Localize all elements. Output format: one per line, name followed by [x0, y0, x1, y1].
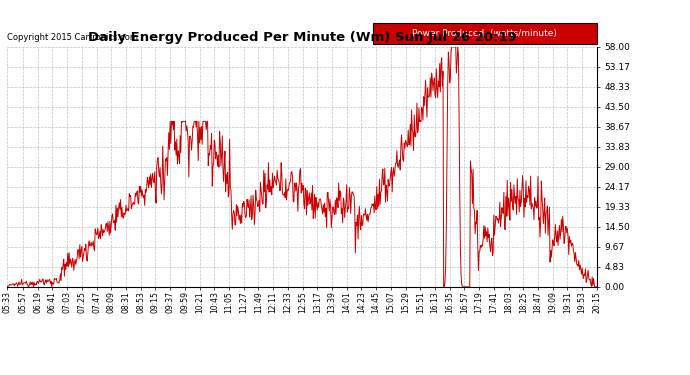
FancyBboxPatch shape: [373, 23, 597, 45]
Text: Copyright 2015 Cartronics.com: Copyright 2015 Cartronics.com: [7, 33, 138, 42]
Title: Daily Energy Produced Per Minute (Wm) Sun Jul 26 20:19: Daily Energy Produced Per Minute (Wm) Su…: [88, 32, 516, 44]
Text: Power Produced  (watts/minute): Power Produced (watts/minute): [413, 29, 558, 38]
